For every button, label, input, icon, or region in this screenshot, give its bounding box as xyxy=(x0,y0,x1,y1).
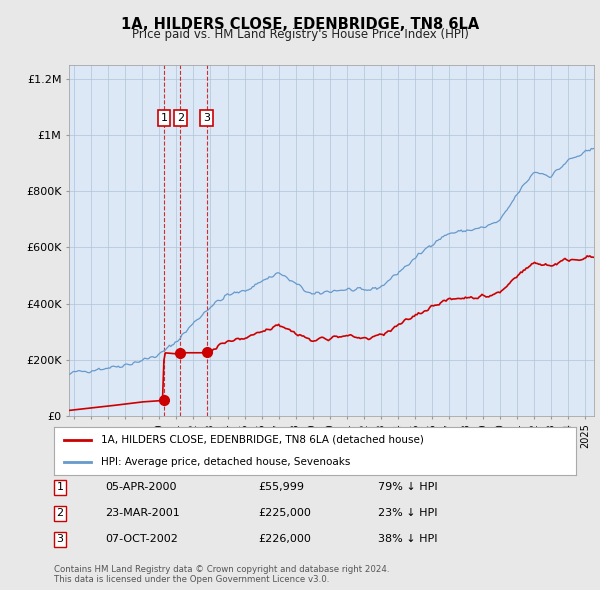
Text: £226,000: £226,000 xyxy=(258,535,311,544)
Text: 1: 1 xyxy=(160,113,167,123)
Text: Price paid vs. HM Land Registry's House Price Index (HPI): Price paid vs. HM Land Registry's House … xyxy=(131,28,469,41)
Text: 07-OCT-2002: 07-OCT-2002 xyxy=(105,535,178,544)
Text: £225,000: £225,000 xyxy=(258,509,311,518)
Text: 79% ↓ HPI: 79% ↓ HPI xyxy=(378,483,437,492)
Text: 1: 1 xyxy=(56,483,64,492)
Text: 2: 2 xyxy=(56,509,64,518)
Text: This data is licensed under the Open Government Licence v3.0.: This data is licensed under the Open Gov… xyxy=(54,575,329,584)
Text: 2: 2 xyxy=(177,113,184,123)
Text: 05-APR-2000: 05-APR-2000 xyxy=(105,483,176,492)
Text: Contains HM Land Registry data © Crown copyright and database right 2024.: Contains HM Land Registry data © Crown c… xyxy=(54,565,389,574)
Text: 23-MAR-2001: 23-MAR-2001 xyxy=(105,509,180,518)
Text: 1A, HILDERS CLOSE, EDENBRIDGE, TN8 6LA (detached house): 1A, HILDERS CLOSE, EDENBRIDGE, TN8 6LA (… xyxy=(101,435,424,445)
Text: 38% ↓ HPI: 38% ↓ HPI xyxy=(378,535,437,544)
Text: 1A, HILDERS CLOSE, EDENBRIDGE, TN8 6LA: 1A, HILDERS CLOSE, EDENBRIDGE, TN8 6LA xyxy=(121,17,479,31)
Text: 23% ↓ HPI: 23% ↓ HPI xyxy=(378,509,437,518)
Text: £55,999: £55,999 xyxy=(258,483,304,492)
Text: HPI: Average price, detached house, Sevenoaks: HPI: Average price, detached house, Seve… xyxy=(101,457,350,467)
Text: 3: 3 xyxy=(203,113,210,123)
Text: 3: 3 xyxy=(56,535,64,544)
